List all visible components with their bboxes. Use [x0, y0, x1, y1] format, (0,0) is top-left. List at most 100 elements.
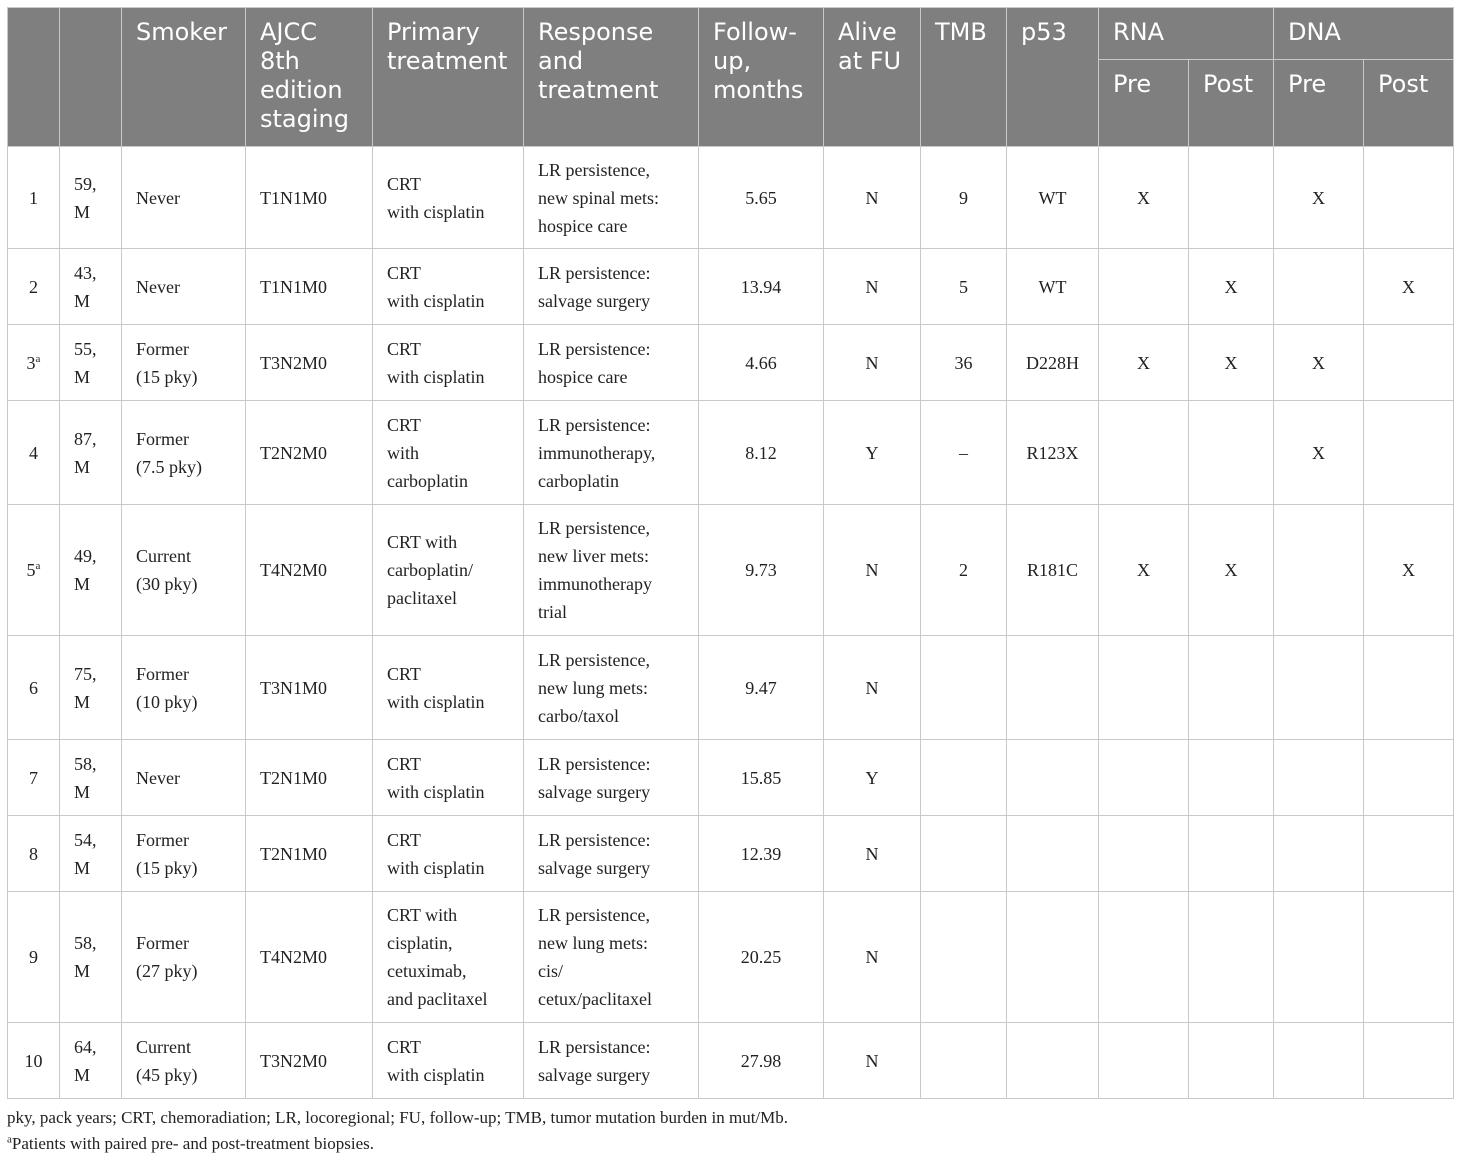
cell-index: 3a	[7, 324, 60, 401]
cell-alive: N	[823, 635, 921, 740]
cell-alive-text: N	[865, 560, 879, 580]
cell-index: 9	[7, 891, 60, 1023]
cell-dna-post	[1363, 635, 1455, 740]
cell-alive-text: N	[865, 352, 879, 373]
cell-response: LR persistence, new lung mets: carbo/taxol	[523, 635, 699, 740]
cell-primary-treatment-line: cisplatin,	[387, 933, 453, 953]
header-rna-pre: Pre	[1098, 59, 1189, 147]
cell-index-text: 1	[29, 187, 38, 208]
cell-rna-pre-text: X	[1137, 560, 1150, 580]
footnote-a-text: Patients with paired pre- and post-treat…	[11, 1134, 374, 1153]
cell-response-line: LR persistence:	[538, 338, 651, 359]
cell-stage: T2N1M0	[245, 739, 373, 816]
cell-follow-up-text: 13.94	[740, 276, 782, 297]
table-row: 10 64, M Current (45 pky) T3N2M0 CRT with cispl…	[7, 1022, 1455, 1099]
cell-primary-treatment-line: carboplatin	[387, 470, 468, 491]
cell-dna-post	[1363, 146, 1455, 249]
cell-follow-up-text: 5.65	[745, 187, 777, 208]
cell-primary-treatment: CRT with cisplatin	[372, 815, 524, 892]
cell-dna-pre-text: X	[1312, 352, 1326, 373]
table-row: 1 59, M Never T1N1M0 CRT with cisplatin LR pers…	[7, 146, 1455, 249]
cell-p53: R181C	[1006, 504, 1099, 636]
footnote-a: aPatients with paired pre- and post-trea…	[7, 1134, 374, 1154]
cell-age-sex-line: 49,	[74, 546, 97, 566]
cell-dna-post-text: X	[1402, 560, 1416, 580]
cell-primary-treatment: CRT with cisplatin	[372, 635, 524, 740]
header-rna: RNA	[1097, 7, 1275, 60]
cell-age-sex: 55, M	[59, 324, 122, 401]
cell-rna-pre	[1098, 815, 1189, 892]
cell-response-line: new lung mets:	[538, 677, 648, 698]
footnote-abbreviations: pky, pack years; CRT, chemoradiation; LR…	[7, 1108, 789, 1127]
cell-alive-text: N	[865, 187, 879, 208]
cell-index-text: 6	[29, 677, 38, 698]
cell-stage-text: T1N1M0	[260, 276, 327, 297]
cell-primary-treatment-line: cetuximab,	[387, 961, 467, 981]
cell-response-line: carbo/taxol	[538, 705, 619, 726]
cell-smoker-line: Current	[136, 1036, 191, 1057]
cell-rna-pre-text: X	[1137, 352, 1150, 373]
cell-primary-treatment-line: CRT	[387, 663, 421, 684]
cell-p53	[1006, 739, 1099, 816]
cell-response-line: LR persistence:	[538, 753, 651, 774]
cell-smoker: Current (45 pky)	[121, 1022, 246, 1099]
cell-tmb	[920, 739, 1007, 816]
cell-age-sex-line: M	[74, 366, 91, 387]
cell-follow-up: 5.65	[698, 146, 824, 249]
cell-follow-up: 9.47	[698, 635, 824, 740]
cell-dna-post: X	[1363, 248, 1455, 325]
cell-p53	[1006, 635, 1099, 740]
cell-follow-up: 15.85	[698, 739, 824, 816]
cell-dna-post: X	[1363, 504, 1455, 636]
cell-dna-pre	[1273, 739, 1365, 816]
cell-tmb	[920, 1022, 1007, 1099]
cell-response: LR persistence, new spinal mets: hospice c…	[523, 146, 699, 249]
cell-primary-treatment: CRT with cisplatin	[372, 739, 524, 816]
cell-response-line: salvage surgery	[538, 290, 651, 311]
cell-index-text: 3	[26, 352, 36, 373]
cell-tmb: 5	[920, 248, 1007, 325]
cell-age-sex: 49, M	[59, 504, 122, 636]
cell-follow-up-text: 27.98	[740, 1050, 782, 1071]
cell-primary-treatment-line: with cisplatin	[387, 781, 485, 802]
table-body: 1 59, M Never T1N1M0 CRT with cisplatin LR pers…	[7, 146, 1455, 1099]
cell-rna-post	[1187, 891, 1275, 1023]
cell-follow-up: 27.98	[698, 1022, 824, 1099]
cell-alive-text: Y	[865, 442, 879, 463]
cell-index: 4	[7, 400, 60, 505]
cell-alive-text: Y	[865, 767, 879, 788]
cell-tmb	[920, 635, 1007, 740]
cell-smoker-line: (15 pky)	[136, 857, 198, 878]
cell-smoker: Never	[121, 739, 246, 816]
cell-index: 7	[7, 739, 60, 816]
cell-smoker-line: (10 pky)	[136, 691, 198, 712]
cell-smoker: Former (27 pky)	[121, 891, 246, 1023]
cell-age-sex: 87, M	[59, 400, 122, 505]
table-row: 9 58, M Former (27 pky) T4N2M0 CRT with cisplat…	[7, 891, 1455, 1023]
cell-smoker-line: (30 pky)	[136, 574, 198, 594]
cell-p53: WT	[1006, 146, 1099, 249]
header-follow-up: Follow-up, months	[698, 7, 824, 147]
patient-table: Smoker AJCC 8th edition staging Primary …	[7, 7, 1455, 1099]
cell-stage-text: T3N1M0	[260, 677, 327, 698]
cell-age-sex-line: 58,	[74, 933, 97, 953]
cell-response-line: LR persistance:	[538, 1036, 651, 1057]
cell-age-sex-line: M	[74, 290, 91, 311]
cell-smoker-line: Current	[136, 546, 191, 566]
cell-response: LR persistence: salvage surgery	[523, 815, 699, 892]
cell-stage: T1N1M0	[245, 248, 373, 325]
cell-p53-text: R123X	[1026, 442, 1079, 463]
cell-tmb: 2	[920, 504, 1007, 636]
cell-primary-treatment-line: CRT	[387, 753, 421, 774]
cell-dna-post	[1363, 815, 1455, 892]
cell-response-line: trial	[538, 602, 567, 622]
cell-primary-treatment-line: with cisplatin	[387, 1064, 485, 1085]
cell-dna-pre	[1273, 635, 1365, 740]
cell-age-sex: 58, M	[59, 891, 122, 1023]
cell-index-text: 2	[29, 276, 38, 297]
cell-alive-text: N	[865, 947, 879, 967]
cell-dna-pre	[1273, 1022, 1365, 1099]
cell-dna-post	[1363, 324, 1455, 401]
cell-age-sex-line: 55,	[74, 338, 97, 359]
cell-response-line: hospice care	[538, 215, 628, 236]
